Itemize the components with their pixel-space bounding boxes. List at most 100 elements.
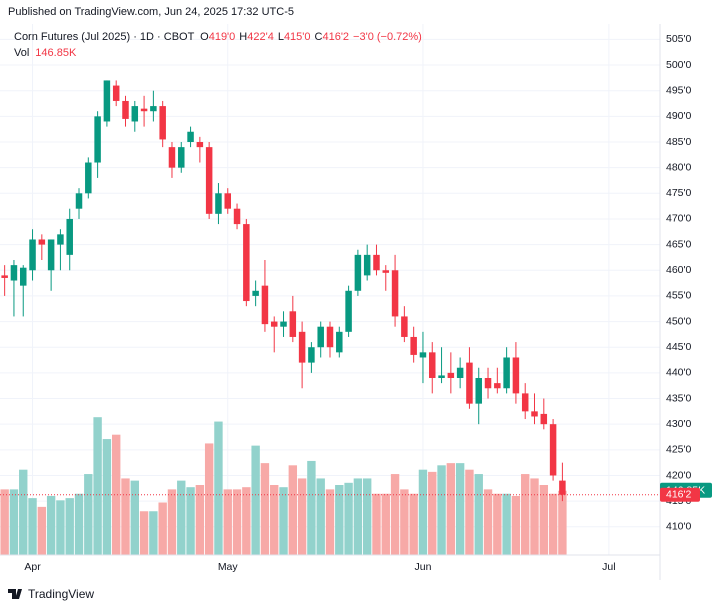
volume-bar [335,485,344,555]
brand-name: TradingView [28,587,94,601]
candle-body [57,234,64,245]
volume-bar [158,502,167,555]
candle-body [131,106,139,122]
volume-bar [530,478,539,555]
volume-bar [521,474,530,555]
y-tick-label: 430'0 [666,418,692,430]
header: Published on TradingView.com, Jun 24, 20… [8,6,294,18]
candle-body [103,80,111,122]
volume-bar [232,489,242,555]
brand-logo [8,589,22,599]
y-tick-label: 490'0 [666,110,692,122]
candle-body [168,147,176,168]
candle-body [280,321,287,327]
x-tick-label: Jun [414,561,431,573]
open-label: O [200,31,209,43]
candle-body [178,147,185,168]
volume-bar [362,478,372,555]
volume-legend: Vol 146.85K [14,47,77,59]
legend-title: Corn Futures (Jul 2025) · 1D · CBOT O419'… [14,31,422,43]
candle-body [549,424,557,476]
change: −3'0 (−0.72%) [353,31,422,43]
volume-bar [195,485,205,555]
candle-body [494,383,501,389]
volume-bar [19,469,28,555]
candle-body [559,480,566,495]
candle-body [66,218,73,255]
candle-body [438,375,445,378]
candle-body [150,106,157,112]
symbol: Corn Futures (Jul 2025) · 1D · CBOT [14,31,195,43]
candle-body [401,316,408,337]
candle-body [540,413,548,425]
volume-bar [260,463,270,555]
candle-body [447,372,455,378]
close-label: C [315,31,323,43]
y-tick-label: 485'0 [666,136,692,148]
volume-bar [46,495,56,555]
volume-bar [204,443,214,555]
price-badge-label: 416'2 [666,488,692,500]
volume-bar [242,487,251,555]
candle-body [38,239,46,245]
candle-body [270,321,278,327]
candle-body [252,290,259,296]
candle-body [326,326,334,348]
axes: 505'0 500'0 495'0 490'0 485'0 480'0 475'0 470'0… [24,33,712,573]
volume-bar [316,478,325,555]
volume-bar [437,465,446,555]
candle-body [159,106,166,140]
candles [0,80,660,502]
volume-value: 146.85K [35,47,77,59]
candle-body [410,336,417,355]
low: 415'0 [284,31,311,43]
candle-body [317,326,324,348]
volume-bar [539,485,549,555]
volume-bar [56,500,65,555]
y-tick-label: 465'0 [666,238,692,250]
candle-body [382,270,390,273]
volume-bar [297,478,307,555]
y-tick-label: 460'0 [666,264,692,276]
volume-bar [381,493,390,555]
volume-bar [428,471,437,555]
volume-bar [9,489,19,555]
volume-bar [548,493,558,555]
y-tick-label: 440'0 [666,367,692,379]
volume-bar [465,469,474,555]
volume-bar [474,474,483,555]
volume-bar [251,445,260,555]
candle-body [475,378,482,404]
legend: Corn Futures (Jul 2025) · 1D · CBOT O419'… [14,31,422,59]
volume-label: Vol [14,47,29,59]
candle-body [336,331,343,353]
candle-body [47,239,55,271]
volume-bar [307,460,316,555]
volume-bar [511,495,521,555]
candle-body [112,85,120,101]
y-tick-label: 480'0 [666,161,692,173]
volume-bar [270,485,279,555]
volume-bar [223,489,232,555]
volume-bar [483,489,493,555]
volume-bar [558,490,567,555]
candle-body [29,239,36,271]
volume-bar [0,489,9,555]
y-tick-label: 420'0 [666,469,692,481]
volume-bar [390,474,400,555]
volume-bar [353,478,363,555]
y-tick-label: 410'0 [666,521,692,533]
candle-body [503,357,510,389]
candle-body [187,131,194,142]
volume-bar [65,498,74,555]
candle-body [94,116,101,163]
candle-body [363,254,371,276]
volume-bar [28,498,37,555]
y-tick-label: 455'0 [666,290,692,302]
y-tick-label: 495'0 [666,84,692,96]
volume-bar [409,493,418,555]
low-label: L [278,31,284,43]
volume-bar [102,439,112,555]
y-tick-label: 435'0 [666,392,692,404]
